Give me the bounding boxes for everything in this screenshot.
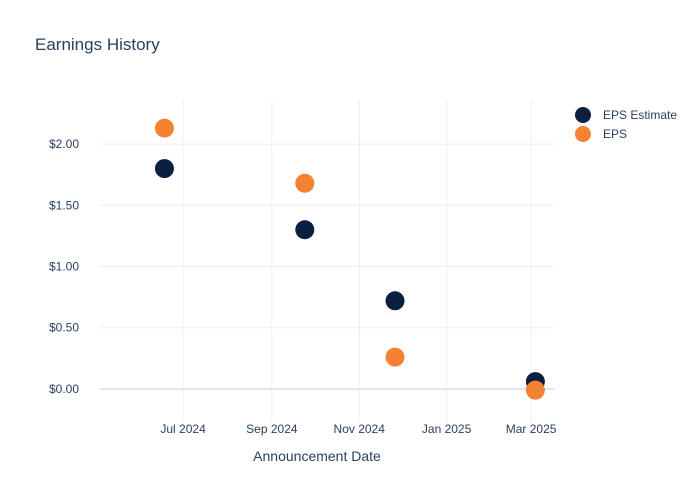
eps-point[interactable] (525, 380, 545, 400)
y-axis: $0.00 $0.50 $1.00 $1.50 $2.00 (49, 137, 79, 396)
chart-title: Earnings History (35, 35, 160, 54)
series-eps (154, 118, 545, 400)
y-tick-label: $1.00 (49, 260, 79, 274)
y-tick-label: $2.00 (49, 137, 79, 151)
data-points (154, 118, 545, 400)
gridlines (100, 100, 554, 422)
legend-marker (575, 126, 591, 142)
x-axis-title: Announcement Date (253, 448, 381, 464)
eps-point[interactable] (295, 173, 315, 193)
legend-marker (575, 107, 591, 123)
legend-item-eps[interactable]: EPS (575, 126, 627, 142)
x-tick-label: Jul 2024 (160, 422, 206, 436)
legend-label: EPS (603, 127, 627, 141)
legend-label: EPS Estimate (603, 108, 677, 122)
legend-item-eps-estimate[interactable]: EPS Estimate (575, 107, 677, 123)
x-tick-label: Sep 2024 (246, 422, 298, 436)
x-axis: Jul 2024 Sep 2024 Nov 2024 Jan 2025 Mar 2025 (160, 422, 556, 436)
eps-estimate-point[interactable] (295, 220, 315, 240)
legend[interactable]: EPS Estimate EPS (575, 107, 677, 142)
y-tick-label: $0.50 (49, 321, 79, 335)
y-tick-label: $1.50 (49, 198, 79, 212)
series-eps-estimate (154, 159, 545, 392)
x-tick-label: Mar 2025 (506, 422, 557, 436)
x-tick-label: Nov 2024 (334, 422, 386, 436)
y-tick-label: $0.00 (49, 382, 79, 396)
eps-point[interactable] (154, 118, 174, 138)
eps-point[interactable] (385, 347, 405, 367)
eps-estimate-point[interactable] (385, 291, 405, 311)
x-tick-label: Jan 2025 (422, 422, 472, 436)
eps-estimate-point[interactable] (154, 159, 174, 179)
